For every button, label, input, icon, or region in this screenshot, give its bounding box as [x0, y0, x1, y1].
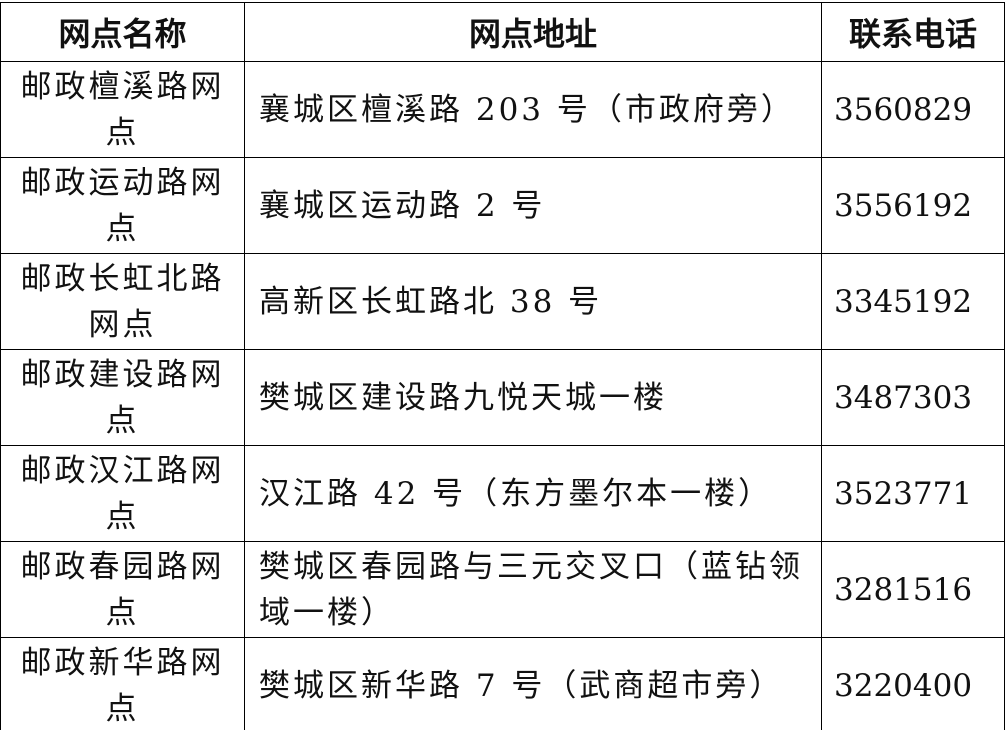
branch-phone: 3556192	[821, 157, 1005, 254]
table-row: 邮政汉江路网点 汉江路 42 号（东方墨尔本一楼） 3523771	[0, 445, 1005, 542]
branch-phone: 3345192	[821, 253, 1005, 350]
branch-name: 邮政运动路网点	[0, 157, 245, 254]
branch-phone: 3523771	[821, 445, 1005, 542]
table-row: 邮政运动路网点 襄城区运动路 2 号 3556192	[0, 157, 1005, 254]
table-row: 邮政檀溪路网点 襄城区檀溪路 203 号（市政府旁） 3560829	[0, 61, 1005, 158]
header-row: 网点名称 网点地址 联系电话	[0, 2, 1005, 62]
branch-name: 邮政新华路网点	[0, 637, 245, 730]
branch-address: 樊城区春园路与三元交叉口（蓝钻领域一楼）	[244, 541, 822, 638]
header-cell: 联系电话	[821, 2, 1005, 62]
branch-address: 高新区长虹路北 38 号	[244, 253, 822, 350]
branch-name: 邮政春园路网点	[0, 541, 245, 638]
branch-name: 邮政建设路网点	[0, 349, 245, 446]
branch-phone: 3220400	[821, 637, 1005, 730]
header-cell: 网点名称	[0, 2, 245, 62]
header-cell: 网点地址	[244, 2, 822, 62]
branch-address: 襄城区运动路 2 号	[244, 157, 822, 254]
branch-address: 汉江路 42 号（东方墨尔本一楼）	[244, 445, 822, 542]
table-row: 邮政建设路网点 樊城区建设路九悦天城一楼 3487303	[0, 349, 1005, 446]
branch-address: 襄城区檀溪路 203 号（市政府旁）	[244, 61, 822, 158]
branch-phone: 3560829	[821, 61, 1005, 158]
branch-name: 邮政檀溪路网点	[0, 61, 245, 158]
table-body: 邮政檀溪路网点 襄城区檀溪路 203 号（市政府旁） 3560829 邮政运动路网点襄…	[0, 61, 1005, 730]
table-row: 邮政新华路网点 樊城区新华路 7 号（武商超市旁） 3220400	[0, 637, 1005, 730]
branch-address: 樊城区建设路九悦天城一楼	[244, 349, 822, 446]
branch-address: 樊城区新华路 7 号（武商超市旁）	[244, 637, 822, 730]
branch-name: 邮政汉江路网点	[0, 445, 245, 542]
table-row: 邮政长虹北路网点 高新区长虹路北 38 号 3345192	[0, 253, 1005, 350]
branch-name: 邮政长虹北路网点	[0, 253, 245, 350]
branch-phone: 3281516	[821, 541, 1005, 638]
table-row: 邮政春园路网点 樊城区春园路与三元交叉口（蓝钻领域一楼） 3281516	[0, 541, 1005, 638]
branch-phone: 3487303	[821, 349, 1005, 446]
